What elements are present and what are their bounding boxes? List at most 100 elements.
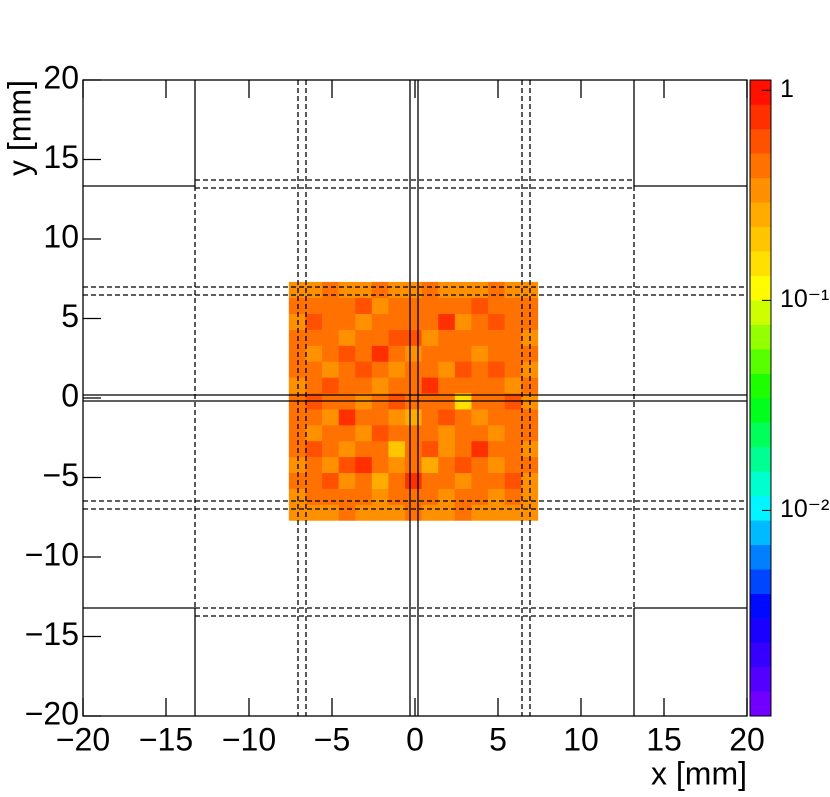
cell (305, 409, 323, 426)
cell (488, 409, 505, 426)
cell (305, 361, 323, 378)
cell (454, 440, 472, 458)
color-band (750, 275, 771, 301)
cell (504, 281, 522, 299)
cell (338, 409, 356, 426)
y-tick-label: −10 (25, 536, 79, 572)
cell (421, 409, 439, 426)
cell (322, 488, 339, 505)
cell (488, 329, 505, 346)
y-tick-label: −5 (43, 457, 79, 493)
cell (504, 329, 522, 346)
cell (405, 281, 422, 299)
cell (288, 472, 306, 489)
cell (454, 409, 472, 426)
cell (438, 504, 456, 521)
cell (305, 472, 323, 489)
cell (454, 456, 472, 474)
cell (471, 488, 489, 505)
cell (371, 329, 389, 346)
cell (388, 488, 406, 505)
color-band (750, 324, 771, 350)
cell (322, 472, 339, 489)
cell (322, 504, 339, 521)
cell (388, 440, 406, 458)
cell (305, 281, 323, 299)
cell (454, 377, 472, 394)
color-band (750, 569, 771, 594)
cell (438, 329, 456, 346)
cell (371, 345, 389, 362)
cell (438, 345, 456, 362)
cell (288, 313, 306, 330)
color-band (750, 446, 771, 472)
cell (371, 456, 389, 474)
cell (504, 440, 522, 458)
cell (355, 361, 373, 378)
x-tick-label: 0 (406, 721, 424, 757)
cell (355, 313, 373, 330)
cell (388, 472, 406, 489)
cell (388, 345, 406, 362)
cell (388, 297, 406, 315)
cell (305, 456, 323, 474)
cell (355, 504, 373, 521)
cell (388, 313, 406, 330)
cell (305, 297, 323, 315)
detector-outline (83, 80, 747, 716)
cell (454, 472, 472, 489)
cell (488, 440, 505, 458)
cell (421, 281, 439, 299)
cell (438, 488, 456, 505)
cell (504, 361, 522, 378)
color-band (750, 618, 771, 643)
cell (371, 297, 389, 315)
cell (504, 377, 522, 394)
cell (371, 361, 389, 378)
cell (504, 488, 522, 505)
cell (405, 425, 422, 442)
cell (471, 377, 489, 394)
cell (305, 504, 323, 521)
cell (421, 472, 439, 489)
cell (454, 361, 472, 378)
cell (338, 472, 356, 489)
cell (405, 488, 422, 505)
cell (471, 425, 489, 442)
cell (405, 440, 422, 458)
cell (288, 504, 306, 521)
cell (355, 472, 373, 489)
cell (388, 409, 406, 426)
cell (471, 472, 489, 489)
cell (438, 361, 456, 378)
y-tick-label: −15 (25, 616, 79, 652)
cell (355, 425, 373, 442)
cell (471, 329, 489, 346)
cell (371, 377, 389, 394)
cell (371, 409, 389, 426)
cell (388, 504, 406, 521)
cell (471, 345, 489, 362)
cell (305, 488, 323, 505)
y-tick-label: 10 (43, 218, 79, 254)
color-band (750, 349, 771, 374)
x-tick-label: −5 (314, 721, 350, 757)
y-tick-label: 5 (61, 298, 79, 334)
cell (504, 297, 522, 315)
color-band (750, 422, 771, 448)
cell (504, 472, 522, 489)
cell (405, 313, 422, 330)
cell (355, 456, 373, 474)
cell (338, 488, 356, 505)
cell (371, 425, 389, 442)
cell (355, 297, 373, 315)
cell (488, 504, 505, 521)
cell (388, 361, 406, 378)
cell (338, 377, 356, 394)
cell (338, 313, 356, 330)
color-band (750, 104, 771, 130)
cell (438, 440, 456, 458)
cell (305, 329, 323, 346)
